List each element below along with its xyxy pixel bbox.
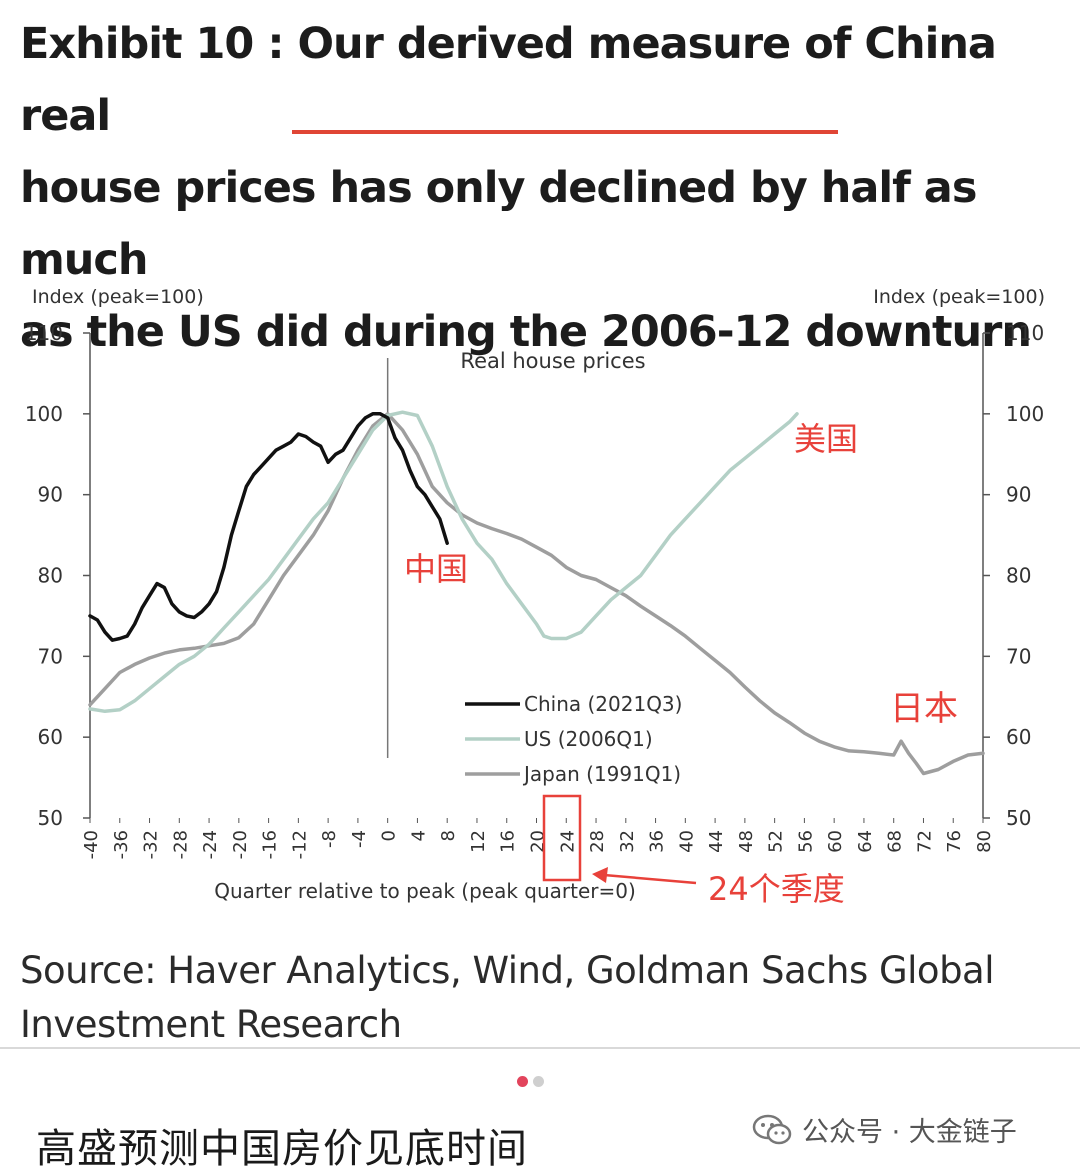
x-tick-label: 16 — [498, 830, 519, 853]
y-tick-label-left: 90 — [38, 483, 63, 507]
x-tick-label: 68 — [885, 830, 906, 853]
x-tick-label: -20 — [230, 830, 251, 859]
y-tick-label-left: 60 — [38, 725, 63, 749]
legend-japan-label: Japan (1991Q1) — [522, 762, 681, 786]
article-title: 高盛预测中国房价见底时间 — [36, 1126, 528, 1172]
wechat-icon — [752, 1114, 792, 1144]
x-tick-label: 44 — [706, 830, 727, 853]
y-tick-label-left: 110 — [25, 321, 63, 345]
x-tick-label: -8 — [319, 830, 340, 848]
y-tick-label-right: 70 — [1006, 644, 1031, 668]
japan-annotation: 日本 — [890, 689, 958, 729]
title-line-2: house prices has only declined by half a… — [20, 152, 1060, 296]
y-tick-label-left: 50 — [38, 806, 63, 830]
x-tick-label: 8 — [438, 830, 459, 841]
x-tick-label: -28 — [170, 830, 191, 859]
x-tick-label: 36 — [647, 830, 668, 853]
legend-china-label: China (2021Q3) — [524, 692, 682, 716]
title-line-1: Exhibit 10 : Our derived measure of Chin… — [20, 19, 997, 141]
x-tick-label: 60 — [825, 830, 846, 853]
carousel-dots — [517, 1074, 549, 1092]
y-tick-label-right: 100 — [1006, 402, 1044, 426]
arrow-head — [592, 867, 608, 883]
chart-legend: China (2021Q3) US (2006Q1) Japan (1991Q1) — [465, 692, 682, 786]
japan-line — [88, 412, 985, 776]
x-tick-label: 0 — [379, 830, 400, 841]
x-tick-label: 20 — [528, 830, 549, 853]
y-tick-label-right: 80 — [1006, 564, 1031, 588]
us-line — [88, 410, 799, 714]
title-line-3: as the US did during the 2006-12 downtur… — [20, 307, 1032, 357]
chart-series — [88, 410, 985, 776]
exhibit-title: Exhibit 10 : Our derived measure of Chin… — [20, 8, 1060, 368]
title-line-2-highlight: has only declined by half — [329, 163, 910, 213]
watermark-text: 公众号 · 大金链子 — [802, 1117, 1017, 1148]
arrow-shaft — [603, 873, 697, 885]
china-line — [88, 412, 449, 642]
x-tick-label: 24 — [557, 830, 578, 853]
y-tick-label-right: 60 — [1006, 725, 1031, 749]
x-tick-label: 80 — [974, 830, 995, 853]
title-line-2-suffix: as much — [20, 163, 977, 285]
title-highlight-underline — [292, 130, 838, 134]
source-line-1: Source: Haver Analytics, Wind, Goldman S… — [20, 949, 995, 992]
x-axis-label: Quarter relative to peak (peak quarter=0… — [214, 879, 636, 903]
x-tick-label: -32 — [141, 830, 162, 859]
carousel-dot-inactive[interactable] — [533, 1076, 544, 1087]
x-tick-label: 76 — [944, 830, 965, 853]
y-tick-label-right: 90 — [1006, 483, 1031, 507]
y-axis-label-right: Index (peak=100) — [873, 286, 1045, 308]
title-line-2-prefix: house prices — [20, 163, 330, 213]
chart-title: Real house prices — [460, 349, 645, 373]
x-tick-label: 72 — [914, 830, 935, 853]
legend-us-label: US (2006Q1) — [524, 727, 653, 751]
x-tick-label: 52 — [766, 830, 787, 853]
x-tick-label: 64 — [855, 830, 876, 853]
y-tick-label-left: 80 — [38, 564, 63, 588]
y-axis-label-left: Index (peak=100) — [32, 286, 204, 308]
x-tick-label: -4 — [349, 830, 370, 848]
china-annotation: 中国 — [404, 550, 468, 588]
source-note: Source: Haver Analytics, Wind, Goldman S… — [20, 944, 1060, 1052]
y-tick-label-right: 110 — [1006, 321, 1044, 345]
us-annotation: 美国 — [794, 420, 858, 458]
x-tick-label: 32 — [617, 830, 638, 853]
y-tick-label-left: 100 — [25, 402, 63, 426]
watermark: 公众号 · 大金链子 — [752, 1110, 1017, 1149]
divider — [0, 1047, 1080, 1049]
x-tick-label: 4 — [408, 830, 429, 841]
source-line-2: Investment Research — [20, 1003, 402, 1046]
quarter-24-annotation: 24个季度 — [708, 870, 845, 908]
x-tick-label: -24 — [200, 830, 221, 859]
y-tick-label-right: 50 — [1006, 806, 1031, 830]
x-tick-label: 48 — [736, 830, 757, 853]
x-tick-label: -12 — [289, 830, 310, 859]
x-tick-label: -40 — [81, 830, 102, 859]
quarter-24-highlight-box — [542, 794, 582, 882]
x-tick-label: 12 — [468, 830, 489, 853]
y-tick-label-left: 70 — [38, 644, 63, 668]
x-tick-label: -36 — [111, 830, 132, 859]
x-tick-label: -16 — [260, 830, 281, 859]
x-tick-label: 28 — [587, 830, 608, 853]
x-tick-label: 40 — [676, 830, 697, 853]
x-tick-label: 56 — [795, 830, 816, 853]
carousel-dot-active[interactable] — [517, 1076, 528, 1087]
